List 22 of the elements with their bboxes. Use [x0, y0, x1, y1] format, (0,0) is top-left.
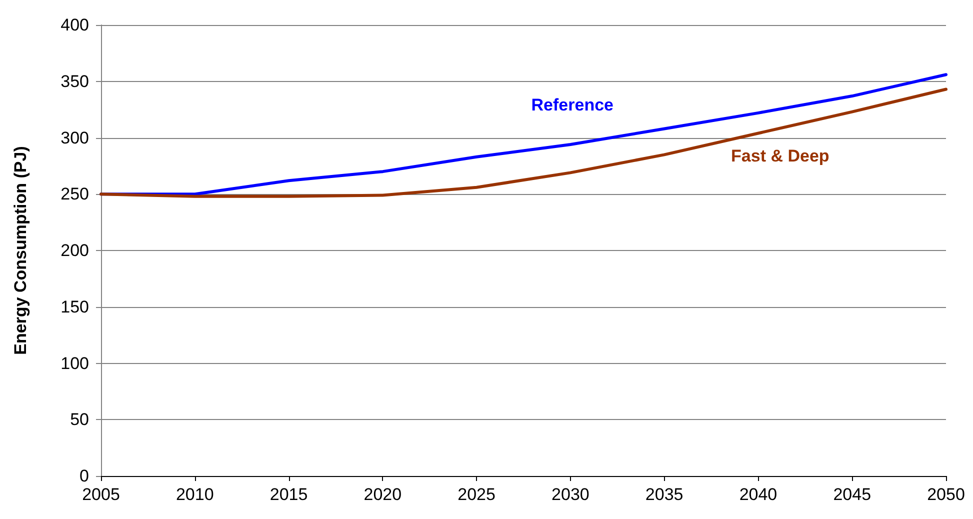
- x-tick-label: 2045: [833, 485, 872, 504]
- x-tick-label: 2015: [270, 485, 308, 504]
- y-tick-label: 200: [60, 241, 89, 260]
- series-label: Fast & Deep: [731, 146, 830, 166]
- x-tick-label: 2025: [458, 485, 496, 504]
- y-tick-label: 400: [60, 16, 89, 34]
- x-tick-label: 2030: [552, 485, 590, 504]
- y-tick-label: 250: [60, 184, 89, 204]
- y-tick-label: 100: [60, 354, 89, 373]
- x-tick-label: 2035: [645, 485, 684, 504]
- y-tick-label: 350: [60, 72, 89, 91]
- x-tick-label: 2050: [927, 485, 965, 504]
- y-tick-label: 50: [70, 410, 89, 430]
- y-axis-title: Energy Consumption (PJ): [11, 146, 30, 355]
- y-tick-label: 0: [80, 466, 89, 486]
- x-tick-label: 2020: [364, 485, 402, 504]
- y-tick-label: 300: [60, 128, 89, 148]
- x-tick-label: 2010: [176, 485, 214, 504]
- series-label: Reference: [531, 96, 614, 115]
- x-tick-label: 2040: [739, 485, 778, 504]
- x-tick-label: 2005: [82, 485, 120, 504]
- y-tick-label: 150: [60, 297, 89, 316]
